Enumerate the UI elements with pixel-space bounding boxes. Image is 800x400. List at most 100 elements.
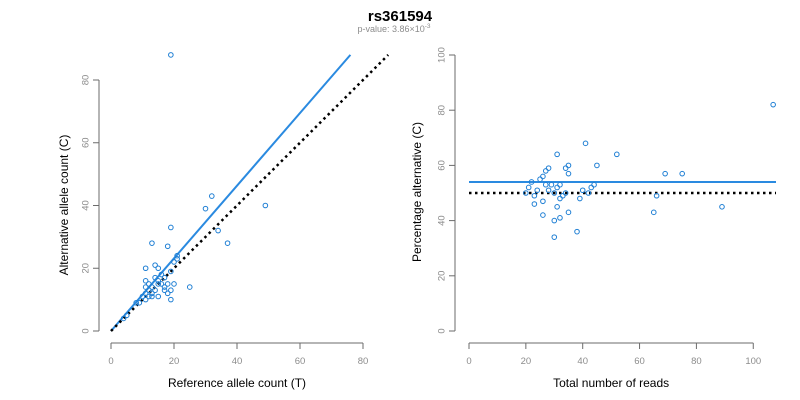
left-data-point [155,265,162,272]
left-y-tick-label: 0 [81,328,92,333]
right-data-point [545,187,552,194]
figure-subtitle: p-value: 3.86×10-3 [357,23,430,34]
right-data-point [588,184,595,191]
left-data-point [168,296,174,303]
right-data-point [551,217,558,224]
right-data-point [542,181,549,188]
right-data-point [585,190,592,196]
left-data-point [146,293,152,300]
right-x-tick-label: 0 [466,356,471,367]
right-data-point [560,192,566,199]
subtitle-exponent: -3 [425,23,431,30]
right-y-tick-label: 20 [437,271,448,282]
right-data-point [551,234,558,240]
left-data-point [152,262,158,268]
left-reference-line [110,54,390,332]
left-y-tick-label: 60 [81,137,92,148]
subtitle-prefix: p-value: 3.86×10 [357,24,424,34]
left-data-point [142,265,149,272]
right-data-point [554,184,560,191]
left-x-tick-label: 60 [295,356,306,367]
right-data-point [574,228,580,235]
right-data-point [650,209,657,216]
left-data-point [136,299,143,306]
left-scatter-panel: 0 20 40 60 80 0 20 40 60 80 Reference allele count… [57,52,390,390]
right-data-point [531,192,538,199]
left-data-point [155,293,162,300]
right-data-point [562,190,569,196]
right-data-point [528,179,535,185]
left-y-tick-label: 80 [81,75,92,86]
right-data-point [579,187,586,194]
left-x-axis-label: Reference allele count (T) [168,376,306,390]
right-x-tick-label: 60 [634,356,645,367]
left-data-point [158,271,165,278]
right-data-point [540,212,546,218]
left-y-tick-label: 20 [81,263,92,274]
left-data-point [161,287,168,294]
left-data-point [161,284,168,290]
left-data-point [168,268,174,275]
right-data-point [551,190,558,196]
left-data-point [209,193,215,199]
right-data-point [614,151,620,158]
right-x-tick-label: 40 [577,356,588,367]
left-x-tick-label: 20 [169,356,180,367]
left-data-point [164,290,171,297]
left-data-point [171,281,177,287]
left-x-tick-label: 80 [358,356,369,367]
right-data-point [542,168,549,174]
left-data-point [152,274,158,281]
left-data-point [139,293,146,300]
left-x-tick-label: 0 [108,356,113,367]
right-data-point [554,151,560,158]
left-data-point [142,284,149,290]
left-data-point [155,278,162,284]
right-data-point [557,215,563,221]
right-x-tick-label: 100 [745,356,761,367]
right-data-point [662,170,668,177]
figure-title: rs361594 [368,8,433,25]
right-data-point [565,170,572,177]
left-y-axis-label: Alternative allele count (C) [57,135,71,276]
left-data-point [133,299,139,306]
right-data-point [565,162,572,169]
left-data-point [155,281,162,287]
left-x-tick-label: 40 [232,356,243,367]
right-data-point [537,176,543,182]
right-y-tick-label: 100 [437,47,448,63]
left-data-point [146,281,152,287]
left-data-point [142,296,149,303]
right-y-tick-label: 80 [437,105,448,116]
left-data-point [224,240,231,246]
left-data-point [149,240,155,246]
right-data-point [591,181,597,188]
left-data-point [149,290,155,297]
right-data-point [545,165,552,171]
right-y-axis-label: Percentage alternative (C) [410,122,424,262]
right-data-point [534,187,541,194]
right-data-point [582,140,589,147]
left-data-point [171,259,177,265]
left-data-point [120,315,127,322]
left-data-point [174,252,180,259]
left-data-point [142,278,149,284]
left-data-point [174,256,180,262]
right-data-point [523,190,529,196]
left-data-point [168,224,174,231]
left-data-point [168,287,174,294]
left-data-point [164,281,171,287]
right-data-point [594,162,600,169]
left-data-point [149,293,155,300]
right-data-point [525,184,532,191]
left-data-point [168,52,174,58]
left-data-point [146,287,152,294]
right-y-tick-label: 0 [437,328,448,333]
left-data-point [152,287,158,294]
left-data-point [215,227,221,234]
right-data-point [557,195,563,202]
right-y-tick-label: 60 [437,160,448,171]
left-data-point [262,202,269,209]
left-data-point [186,284,193,290]
